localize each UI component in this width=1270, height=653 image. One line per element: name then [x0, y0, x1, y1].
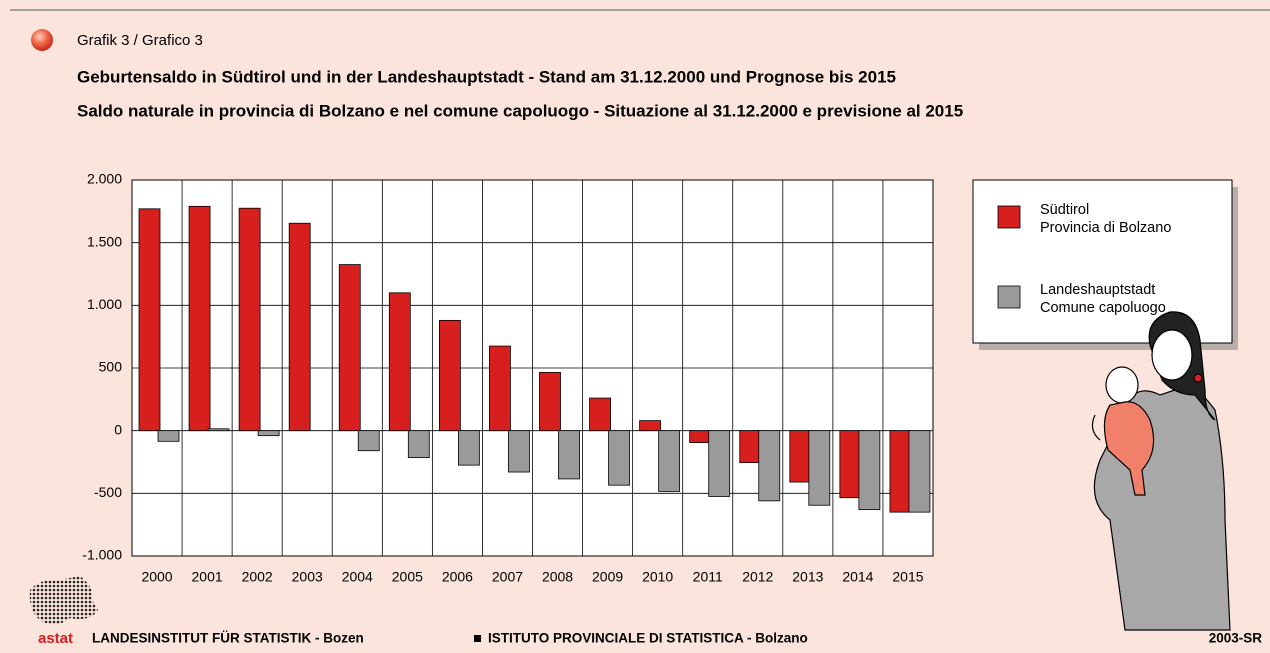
x-tick-label: 2008	[542, 569, 573, 585]
bar	[558, 430, 580, 480]
logo-map	[29, 576, 98, 625]
y-tick-label: 0	[114, 421, 122, 437]
bar	[808, 430, 831, 506]
bar	[138, 208, 161, 432]
footer-left: LANDESINSTITUT FÜR STATISTIK - Bozen	[92, 631, 364, 646]
footer-separator	[474, 635, 481, 642]
legend-label: Südtirol Provincia di Bolzano	[1040, 202, 1172, 236]
footer-right: ISTITUTO PROVINCIALE DI STATISTICA - Bol…	[488, 631, 808, 646]
bar	[758, 430, 781, 502]
bar	[188, 205, 211, 432]
illustration	[1091, 311, 1231, 631]
bar	[257, 430, 280, 437]
y-tick-label: 1.000	[87, 296, 122, 312]
bar	[508, 430, 530, 473]
x-tick-label: 2015	[892, 569, 923, 585]
bar	[357, 430, 380, 452]
bar	[608, 430, 630, 486]
x-tick-label: 2005	[392, 569, 423, 585]
bar	[207, 428, 230, 432]
y-tick-label: 500	[99, 359, 123, 375]
bar	[789, 430, 812, 483]
y-tick-label: 1.500	[87, 233, 122, 249]
bar	[858, 430, 881, 511]
x-tick-label: 2011	[693, 569, 723, 585]
bar	[238, 207, 261, 432]
x-tick-label: 2013	[792, 569, 823, 585]
bar	[658, 430, 681, 492]
x-tick-label: 2009	[592, 569, 623, 585]
x-tick-label: 2000	[141, 569, 172, 585]
legend-swatch	[997, 205, 1021, 229]
y-tick-label: -500	[94, 484, 122, 500]
bar	[889, 430, 912, 513]
bar	[539, 371, 561, 432]
bar	[639, 420, 662, 432]
footer-logo: astat	[38, 630, 73, 647]
grid	[132, 179, 933, 557]
chart-title: Geburtensaldo in Südtirol und in der Lan…	[77, 67, 896, 86]
bar	[908, 430, 931, 513]
y-tick-label: -1.000	[82, 547, 122, 563]
header-icon	[31, 29, 53, 51]
footer-code: 2003-SR	[1209, 631, 1263, 646]
x-tick-label: 2010	[642, 569, 673, 585]
bar	[739, 430, 762, 464]
bar	[338, 264, 361, 432]
bar	[689, 430, 712, 443]
header-label: Grafik 3 / Grafico 3	[77, 32, 203, 49]
bar	[457, 430, 480, 466]
x-tick-label: 2006	[442, 569, 473, 585]
bar	[708, 430, 731, 497]
x-tick-label: 2002	[242, 569, 273, 585]
chart-subtitle: Saldo naturale in provincia di Bolzano e…	[77, 101, 963, 120]
bar	[388, 292, 411, 432]
bar	[288, 222, 311, 432]
legend-swatch	[997, 285, 1021, 309]
x-tick-label: 2014	[842, 569, 873, 585]
x-tick-label: 2001	[192, 569, 223, 585]
legend-label: Landeshauptstadt Comune capoluogo	[1040, 282, 1166, 316]
bar	[489, 345, 511, 432]
x-tick-label: 2003	[292, 569, 323, 585]
bar	[438, 319, 461, 432]
bar	[589, 397, 611, 432]
x-tick-label: 2004	[342, 569, 373, 585]
x-tick-label: 2012	[742, 569, 773, 585]
x-tick-label: 2007	[492, 569, 523, 585]
bar	[157, 430, 180, 442]
bar	[839, 430, 862, 499]
y-tick-label: 2.000	[87, 171, 122, 187]
bar	[407, 430, 430, 459]
